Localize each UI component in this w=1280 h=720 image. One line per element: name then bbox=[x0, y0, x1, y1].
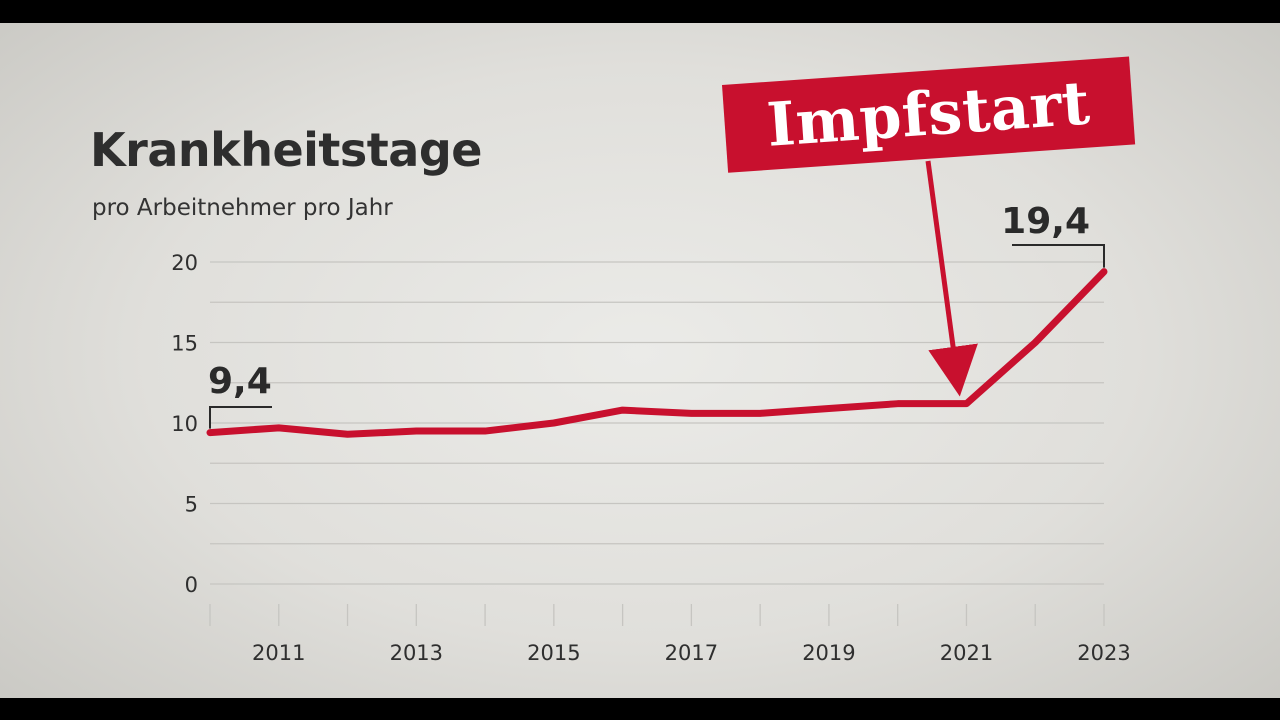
start-value-label: 9,4 bbox=[208, 361, 272, 402]
x-tick-label: 2015 bbox=[527, 641, 580, 665]
y-tick-label: 5 bbox=[185, 493, 198, 517]
y-tick-label: 10 bbox=[171, 412, 198, 436]
y-tick-label: 15 bbox=[171, 332, 198, 356]
chart-frame: Krankheitstage pro Arbeitnehmer pro Jahr… bbox=[0, 23, 1280, 698]
x-tick-label: 2013 bbox=[390, 641, 443, 665]
end-value-label: 19,4 bbox=[1001, 201, 1090, 242]
x-tick-label: 2019 bbox=[802, 641, 855, 665]
y-tick-label: 0 bbox=[185, 573, 198, 597]
x-tick-label: 2023 bbox=[1077, 641, 1130, 665]
x-tick-label: 2017 bbox=[665, 641, 718, 665]
chart-subtitle: pro Arbeitnehmer pro Jahr bbox=[92, 195, 393, 221]
chart-title: Krankheitstage bbox=[90, 123, 482, 177]
start-value-bracket bbox=[209, 406, 272, 429]
series-layer bbox=[206, 268, 1108, 438]
tick-layer: 0 5 10 15 20 2011 2013 2015 2017 2019 2021 2023 bbox=[171, 251, 1130, 665]
event-arrow bbox=[925, 160, 978, 397]
series-line bbox=[206, 268, 1108, 438]
x-tick-label: 2011 bbox=[252, 641, 305, 665]
x-tick-label: 2021 bbox=[940, 641, 993, 665]
grid-layer bbox=[209, 261, 1105, 626]
y-tick-label: 20 bbox=[171, 251, 198, 275]
annotation-layer: 9,4 19,4 bbox=[208, 160, 1105, 429]
end-value-bracket bbox=[1012, 244, 1105, 268]
event-label: Impfstart bbox=[764, 68, 1093, 161]
line-chart: 0 5 10 15 20 2011 2013 2015 2017 2019 2021 2023 9,4… bbox=[171, 160, 1131, 665]
